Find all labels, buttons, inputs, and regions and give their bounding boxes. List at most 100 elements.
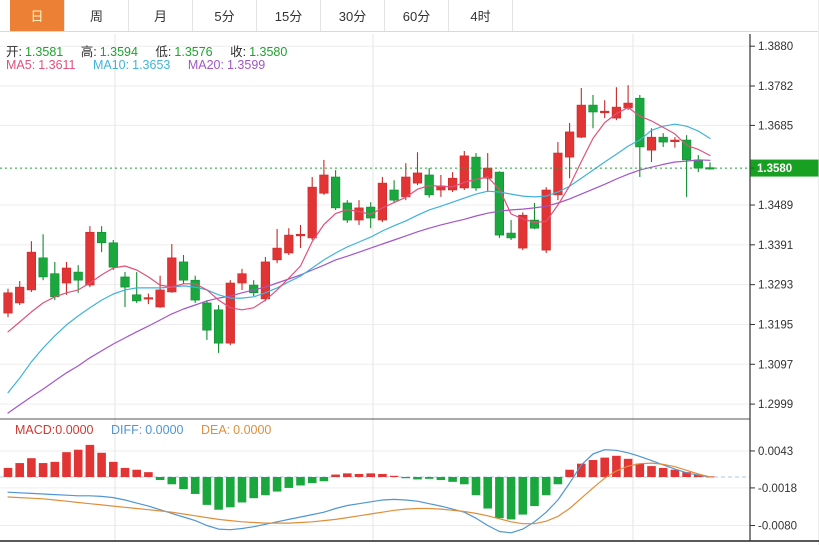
macd-bar	[73, 449, 83, 477]
price-tick-label: 1.3195	[758, 319, 793, 331]
candle	[646, 136, 657, 151]
macd-bar	[670, 469, 680, 477]
current-price-badge-label: 1.3580	[757, 163, 792, 175]
macd-bar	[261, 477, 270, 496]
macd-bar	[378, 473, 387, 477]
macd-bar	[307, 477, 317, 484]
candle	[61, 267, 72, 284]
candle	[588, 104, 598, 113]
macd-bar	[600, 457, 609, 477]
macd-bar	[97, 452, 106, 477]
current-price-badge	[750, 159, 819, 177]
price-tick-label: 1.3685	[758, 120, 793, 132]
macd-bar	[682, 472, 691, 477]
candle	[15, 286, 25, 304]
macd-bar	[424, 477, 434, 479]
period-tab-1[interactable]: 周	[65, 0, 129, 31]
period-tab-label: 5分	[214, 9, 235, 24]
period-tab-label: 周	[89, 9, 103, 24]
candle	[447, 177, 458, 191]
period-tab-label: 月	[153, 9, 167, 24]
kline-chart[interactable]: 1.3880 1.3782 1.3685 1.3489 1.3391 1.3293 1.31…	[0, 32, 819, 545]
price-tick-label: 1.3782	[758, 81, 793, 93]
macd-tick-label: -0.0080	[758, 520, 797, 532]
price-tick-label: 1.3489	[758, 200, 793, 212]
candle	[342, 202, 352, 221]
period-tab-5[interactable]: 30分	[321, 0, 385, 31]
price-tick-label: 1.3391	[758, 240, 793, 252]
candle	[529, 219, 540, 229]
period-tab-3[interactable]: 5分	[193, 0, 257, 31]
macd-bar	[541, 477, 551, 496]
macd-bar	[495, 477, 504, 519]
price-tick-label: 1.2999	[758, 399, 793, 411]
macd-tick-label: 0.0043	[758, 446, 793, 458]
macd-bar	[331, 474, 340, 477]
macd-bar	[50, 461, 60, 477]
candle	[518, 214, 528, 249]
period-tab-label: 30分	[338, 9, 367, 24]
candle	[506, 232, 516, 239]
candle	[85, 231, 95, 286]
candle	[319, 174, 329, 194]
period-tab-4[interactable]: 15分	[257, 0, 321, 31]
candle	[670, 139, 680, 142]
candle	[132, 294, 142, 302]
macd-bar	[284, 477, 294, 488]
macd-bar	[460, 477, 469, 485]
candle	[190, 279, 200, 301]
candle	[412, 172, 423, 184]
candle	[600, 110, 610, 114]
macd-bar	[319, 477, 329, 482]
price-tick-label: 1.3880	[758, 41, 793, 53]
candle	[377, 182, 388, 221]
candle	[155, 289, 165, 308]
candle	[38, 257, 48, 278]
macd-bar	[471, 477, 481, 496]
macd-bar	[565, 469, 574, 477]
candle	[693, 159, 703, 169]
period-tab-7[interactable]: 4时	[449, 0, 513, 31]
macd-bar	[658, 467, 668, 477]
macd-bar	[577, 463, 586, 477]
ma20-line	[7, 159, 711, 414]
candle	[50, 273, 60, 298]
period-tab-label: 15分	[274, 9, 303, 24]
ma5-line	[7, 106, 711, 333]
macd-bar	[202, 477, 212, 505]
macd-bar	[120, 467, 130, 477]
candle	[73, 271, 83, 281]
chart-area: 1.3880 1.3782 1.3685 1.3489 1.3391 1.3293 1.31…	[0, 32, 819, 545]
macd-bar	[553, 477, 563, 485]
macd-bar	[237, 477, 247, 503]
macd-bar	[62, 452, 71, 477]
period-tab-label: 60分	[402, 9, 431, 24]
candle	[167, 257, 177, 293]
period-tab-2[interactable]: 月	[129, 0, 193, 31]
macd-bar	[109, 461, 118, 477]
macd-bar	[167, 477, 177, 485]
macd-bar	[413, 477, 422, 480]
candle	[202, 302, 212, 331]
macd-bar	[272, 477, 282, 492]
candle	[260, 261, 271, 300]
period-tabbar: 日 周 月 5分 15分 30分 60分 4时	[0, 0, 818, 32]
candle	[272, 247, 282, 261]
candle	[354, 207, 364, 221]
diff-line	[7, 449, 711, 534]
macd-bar	[647, 466, 656, 477]
period-tab-6[interactable]: 60分	[385, 0, 449, 31]
candle	[178, 261, 189, 281]
dea-line	[7, 462, 711, 525]
period-tab-0[interactable]: 日	[10, 0, 65, 31]
macd-bar	[623, 458, 633, 477]
candle	[611, 106, 621, 119]
macd-bar	[226, 477, 235, 508]
macd-bar	[612, 455, 621, 477]
macd-bar	[448, 477, 457, 482]
macd-bar	[15, 463, 24, 477]
macd-bar	[389, 475, 399, 477]
macd-bar	[249, 477, 258, 499]
candle	[541, 189, 551, 251]
